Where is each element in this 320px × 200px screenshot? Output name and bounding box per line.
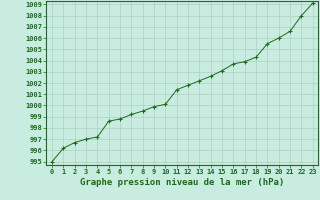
X-axis label: Graphe pression niveau de la mer (hPa): Graphe pression niveau de la mer (hPa): [80, 178, 284, 187]
